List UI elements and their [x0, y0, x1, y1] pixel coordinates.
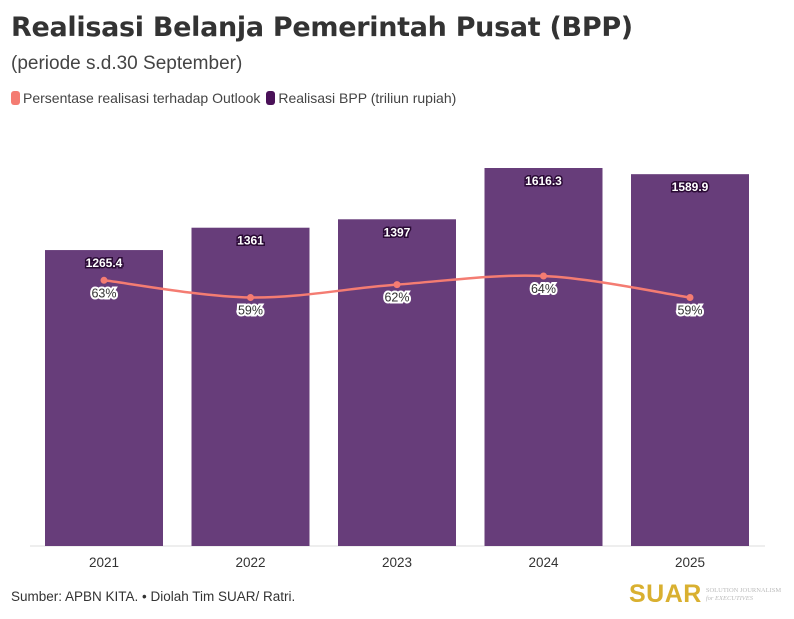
percent-label-2021: 63% [91, 286, 116, 300]
bar-2024 [484, 168, 603, 546]
percent-point-2024 [540, 272, 547, 280]
logo-tagline: SOLUTION JOURNALISM for EXECUTIVES [705, 586, 782, 602]
x-tick-2025: 2025 [675, 555, 705, 570]
chart-subtitle: (periode s.d.30 September) [11, 53, 243, 74]
suar-logo: SUAR SOLUTION JOURNALISM for EXECUTIVES [629, 580, 781, 609]
percent-point-2025 [686, 294, 694, 301]
bar-label-2022: 1361 [237, 234, 264, 248]
source-note: Sumber: APBN KITA. • Diolah Tim SUAR/ Ra… [11, 589, 296, 604]
legend-label-percent: Persentase realisasi terhadap Outlook [23, 90, 261, 106]
bar-2023 [338, 219, 456, 546]
bar-2021 [45, 250, 163, 547]
legend-swatch-bpp [266, 91, 276, 105]
bar-2025 [631, 174, 749, 546]
legend-swatch-percent [11, 91, 20, 105]
x-tick-2023: 2023 [382, 555, 412, 570]
legend-label-bpp: Realisasi BPP (triliun rupiah) [278, 90, 457, 106]
legend-item-percent: Persentase realisasi terhadap Outlook [11, 90, 260, 106]
legend-item-bpp: Realisasi BPP (triliun rupiah) [266, 90, 456, 106]
logo-brand: SUAR [629, 580, 702, 608]
bar-label-2021: 1265.4 [86, 256, 123, 270]
percent-point-2023 [393, 281, 401, 289]
bar-label-2024: 1616.3 [525, 174, 562, 188]
x-tick-2021: 2021 [89, 555, 119, 570]
percent-point-2021 [100, 276, 108, 284]
x-tick-2024: 2024 [528, 555, 559, 570]
bar-2022 [191, 227, 310, 546]
percent-label-2022: 59% [238, 304, 263, 318]
percent-point-2022 [247, 294, 254, 301]
x-tick-2022: 2022 [235, 555, 265, 570]
legend: Persentase realisasi terhadap Outlook Re… [11, 90, 456, 106]
bar-label-2023: 1397 [384, 225, 411, 239]
percent-label-2023: 62% [384, 291, 409, 305]
bar-label-2025: 1589.9 [672, 180, 709, 194]
percent-label-2025: 59% [677, 304, 702, 318]
percent-label-2024: 64% [531, 282, 556, 296]
chart-title: Realisasi Belanja Pemerintah Pusat (BPP) [11, 12, 633, 43]
